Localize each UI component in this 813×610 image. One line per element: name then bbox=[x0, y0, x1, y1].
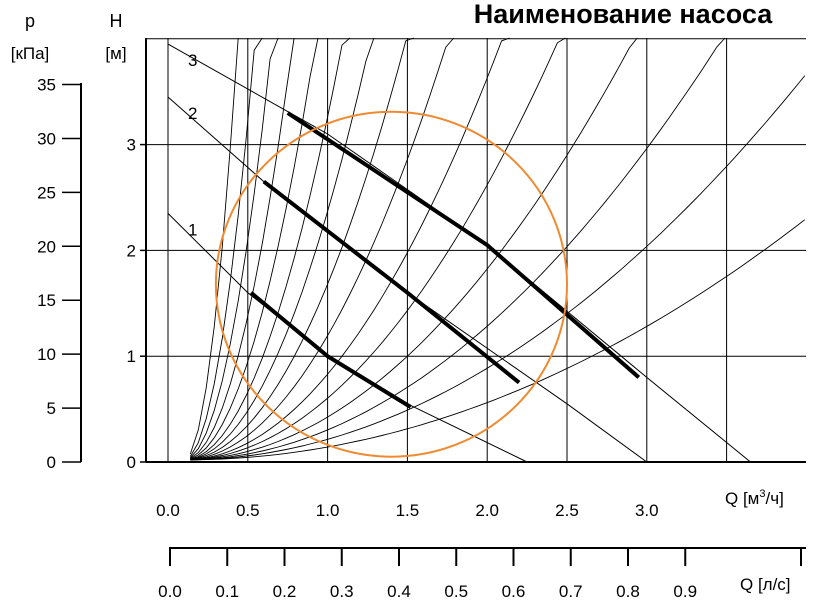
flow-tick-label: 1.5 bbox=[396, 501, 420, 520]
system-curve bbox=[190, 37, 638, 461]
system-curve bbox=[190, 37, 726, 461]
flow-tick-label: 2.0 bbox=[475, 501, 499, 520]
head-tick-label: 0 bbox=[127, 453, 136, 472]
system-curve bbox=[189, 37, 263, 457]
system-curve bbox=[190, 37, 566, 461]
flow-tick-label: 1.0 bbox=[316, 501, 340, 520]
operating-range bbox=[249, 291, 412, 409]
flow-ls-tick-label: 0.6 bbox=[502, 582, 526, 601]
pump-curve-label: 2 bbox=[188, 104, 197, 123]
operating-range bbox=[262, 180, 521, 385]
flow-tick-label: 0.0 bbox=[156, 501, 180, 520]
system-curves bbox=[189, 37, 806, 461]
pump-curve-label: 1 bbox=[188, 220, 197, 239]
chart-title: Наименование насоса bbox=[474, 0, 773, 29]
operating-ranges bbox=[249, 111, 641, 409]
head-tick-label: 1 bbox=[127, 347, 136, 366]
flow-ls-tick-label: 0.8 bbox=[616, 582, 640, 601]
flow-tick-label: 3.0 bbox=[635, 501, 659, 520]
pressure-tick-label: 25 bbox=[37, 183, 56, 202]
flow-ls-axis-label: Q [л/с] bbox=[740, 575, 791, 594]
pressure-tick-label: 20 bbox=[37, 237, 56, 256]
flow-tick-label: 0.5 bbox=[236, 501, 260, 520]
highlight-ellipse bbox=[214, 110, 568, 458]
system-curve bbox=[189, 37, 239, 455]
system-curve bbox=[189, 37, 279, 458]
pressure-tick-label: 10 bbox=[37, 345, 56, 364]
flow-ls-tick-label: 0.7 bbox=[559, 582, 583, 601]
system-curve bbox=[190, 37, 295, 459]
head-axis-symbol: H bbox=[110, 11, 123, 31]
pump-curve-label: 3 bbox=[188, 51, 197, 70]
system-curve bbox=[190, 37, 319, 460]
pressure-axis-unit: [кПа] bbox=[11, 44, 50, 63]
flow-ls-tick-label: 0.3 bbox=[330, 582, 354, 601]
head-tick-label: 2 bbox=[127, 241, 136, 260]
system-curve bbox=[190, 75, 806, 461]
pressure-tick-label: 35 bbox=[37, 76, 56, 95]
flow-ls-tick-label: 0.9 bbox=[673, 582, 697, 601]
system-curve bbox=[190, 219, 806, 461]
flow-tick-label: 2.5 bbox=[555, 501, 579, 520]
pressure-tick-label: 0 bbox=[47, 453, 56, 472]
flow-ls-tick-label: 0.2 bbox=[273, 582, 297, 601]
pressure-tick-label: 5 bbox=[47, 399, 56, 418]
highlight-circle bbox=[214, 110, 568, 458]
system-curve bbox=[190, 37, 375, 460]
flow-ls-tick-label: 0.0 bbox=[158, 582, 182, 601]
system-curve bbox=[190, 37, 414, 460]
pressure-tick-label: 30 bbox=[37, 129, 56, 148]
operating-range bbox=[286, 111, 641, 379]
flow-axis-label: Q [м3/ч] bbox=[725, 488, 784, 508]
flow-ls-tick-label: 0.1 bbox=[215, 582, 239, 601]
flow-ls-tick-label: 0.4 bbox=[387, 582, 411, 601]
pressure-axis-symbol: p bbox=[25, 11, 35, 31]
system-curve bbox=[190, 37, 510, 461]
pressure-tick-label: 15 bbox=[37, 291, 56, 310]
head-axis-unit: [м] bbox=[105, 44, 126, 63]
head-tick-label: 3 bbox=[127, 136, 136, 155]
flow-ls-tick-label: 0.5 bbox=[444, 582, 468, 601]
system-curve bbox=[190, 37, 455, 461]
